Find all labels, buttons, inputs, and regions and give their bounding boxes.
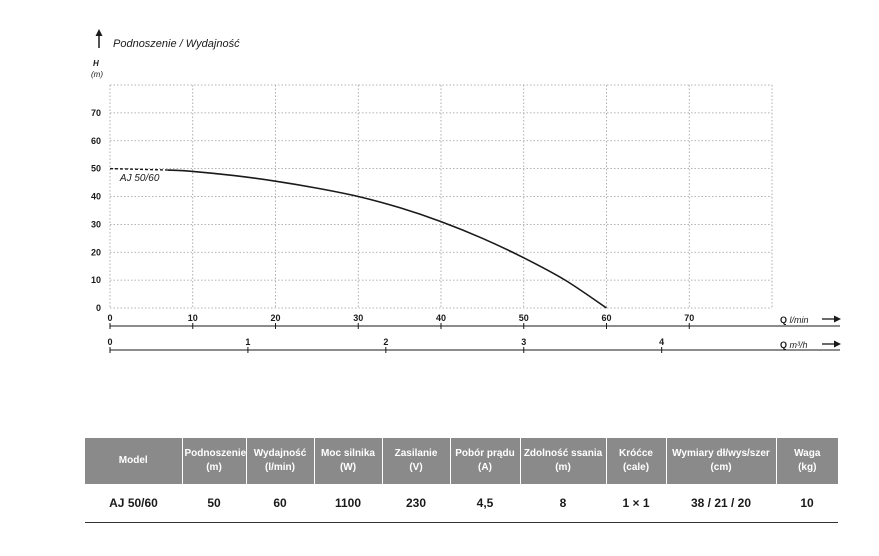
table-row: AJ 50/60 50 60 1100 230 4,5 8 1 × 1 38 / 21 / 20… <box>85 484 838 523</box>
y-axis-unit: (m) <box>91 70 103 79</box>
chart-grid <box>109 84 773 309</box>
y-axis-ticks: 70 60 50 40 30 20 10 0 <box>91 108 101 313</box>
table-header-cell: Wydajność (l/min) <box>246 438 315 484</box>
x-tick-label: 30 <box>353 313 363 323</box>
x-axis-primary: 0 10 20 30 40 50 60 70 <box>107 313 840 329</box>
table-header-cell: Wymiary dł/wys/szer (cm) <box>666 438 777 484</box>
table-cell: 10 <box>776 484 838 523</box>
y-tick-label: 50 <box>91 164 101 174</box>
series-line <box>167 169 607 309</box>
table-header-cell: Waga (kg) <box>776 438 838 484</box>
x-axis-primary-label: Q l/min <box>780 315 809 325</box>
table-cell: 38 / 21 / 20 <box>666 484 776 523</box>
table-cell: 60 <box>246 484 314 523</box>
x-tick-label: 0 <box>107 313 112 323</box>
table-header-cell: Króćce (cale) <box>606 438 667 484</box>
x-axis-secondary-label: Q m³/h <box>780 340 808 350</box>
table-cell: 8 <box>520 484 606 523</box>
pump-performance-chart: Podnoszenie / Wydajność H (m) 7060504030… <box>91 29 841 353</box>
table-header-cell: Podnoszenie (m) <box>182 438 247 484</box>
specification-table: Model Podnoszenie (m) Wydajność (l/min) Moc s… <box>85 438 838 523</box>
series-label: AJ 50/60 <box>119 173 160 184</box>
x-tick-label: 20 <box>270 313 280 323</box>
y-tick-label: 10 <box>91 275 101 285</box>
table-header-cell: Zasilanie (V) <box>382 438 451 484</box>
x2-tick-label: 2 <box>383 337 388 347</box>
x-tick-label: 60 <box>601 313 611 323</box>
x-axis-secondary: 0 1 2 3 4 <box>107 337 840 353</box>
table-header-row: Model Podnoszenie (m) Wydajność (l/min) Moc s… <box>85 438 838 484</box>
x-axis-primary-arrow-icon <box>822 315 841 323</box>
y-tick-label: 70 <box>91 108 101 118</box>
chart-title: Podnoszenie / Wydajność <box>113 38 240 50</box>
x2-tick-label: 0 <box>107 337 112 347</box>
table-header-cell: Zdolność ssania (m) <box>520 438 607 484</box>
table-cell: 1 × 1 <box>606 484 666 523</box>
x-axis-secondary-arrow-icon <box>822 340 841 348</box>
y-tick-label: 60 <box>91 136 101 146</box>
y-tick-label: 30 <box>91 219 101 229</box>
x-tick-label: 70 <box>684 313 694 323</box>
x-tick-label: 50 <box>519 313 529 323</box>
table-header-cell: Moc silnika (W) <box>314 438 383 484</box>
series-layer: AJ 50/60 <box>109 167 607 309</box>
x-tick-label: 10 <box>188 313 198 323</box>
table-cell: 230 <box>382 484 450 523</box>
y-tick-label: 20 <box>91 247 101 257</box>
y-axis-label: H <box>93 59 99 68</box>
table-cell: 4,5 <box>450 484 520 523</box>
x2-tick-label: 4 <box>659 337 664 347</box>
table-cell: AJ 50/60 <box>85 484 182 523</box>
x2-tick-label: 1 <box>245 337 250 347</box>
table-header-cell: Pobór prądu (A) <box>450 438 521 484</box>
x-tick-label: 40 <box>436 313 446 323</box>
table-cell: 1100 <box>314 484 382 523</box>
table-header-cell: Model <box>85 438 183 484</box>
y-tick-label: 0 <box>96 303 101 313</box>
y-axis-arrow-icon <box>95 29 103 48</box>
table-cell: 50 <box>182 484 246 523</box>
y-tick-label: 40 <box>91 192 101 202</box>
x2-tick-label: 3 <box>521 337 526 347</box>
